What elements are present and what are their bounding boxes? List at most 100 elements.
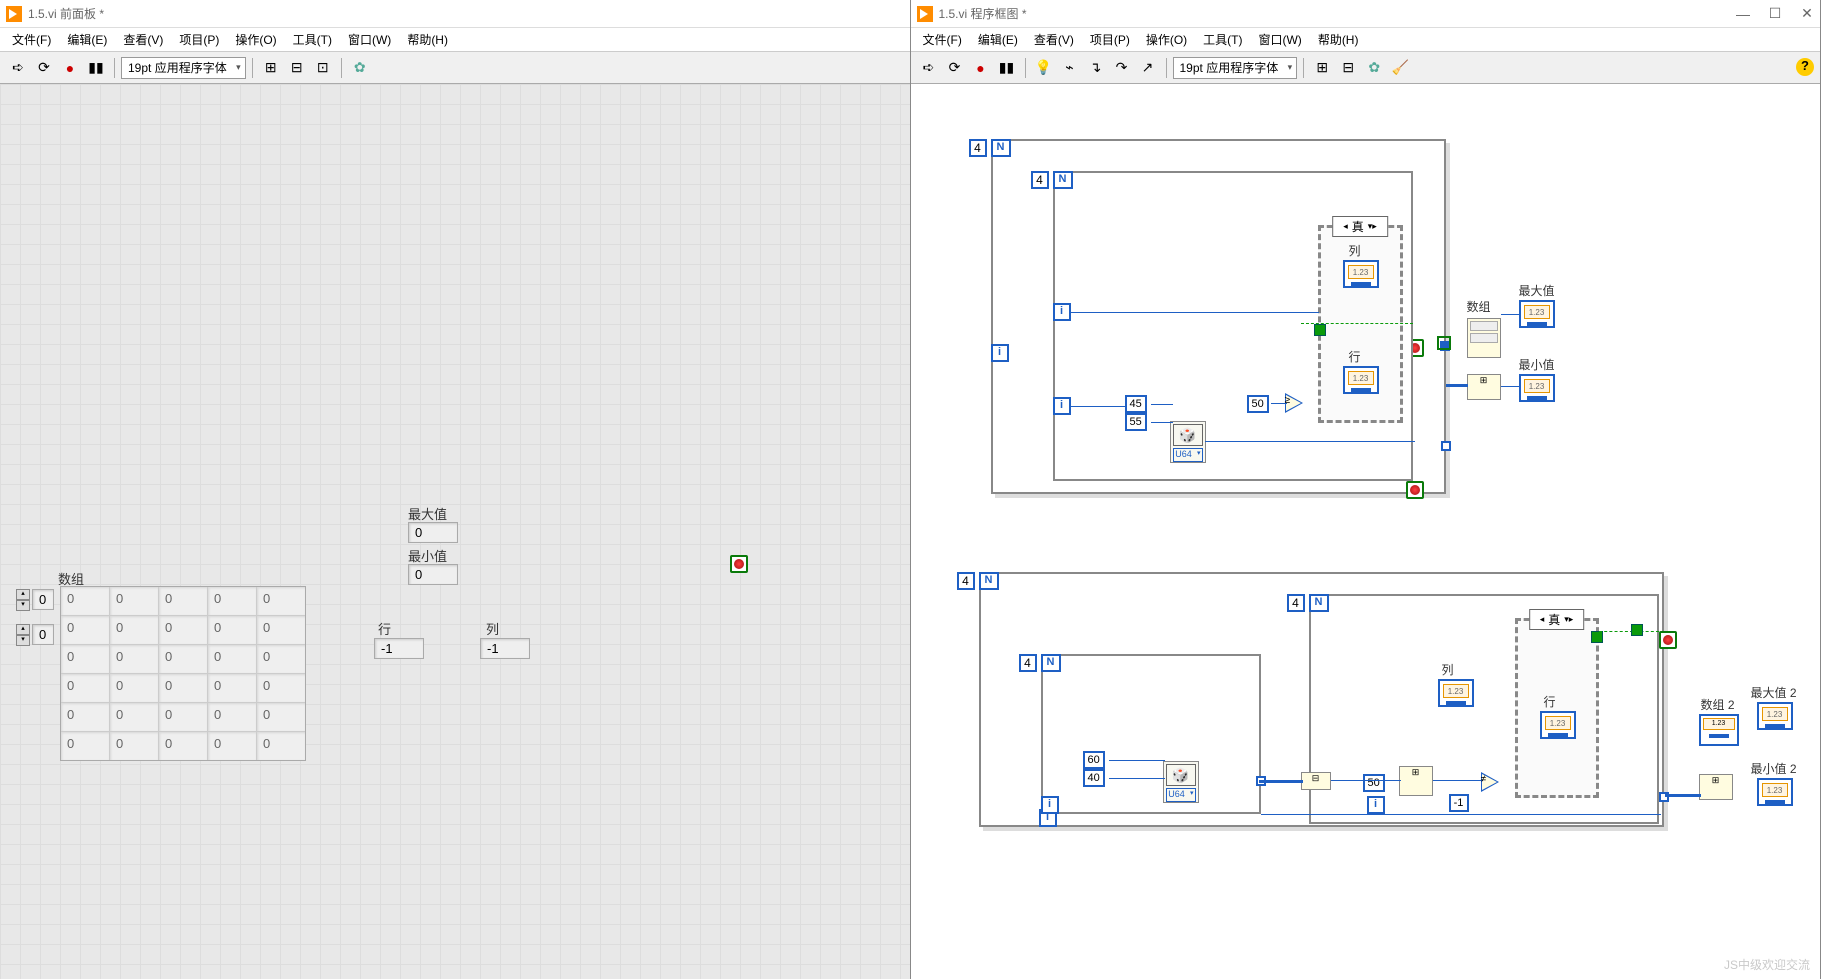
case-prev-icon[interactable]: ◂ bbox=[1540, 614, 1545, 625]
loop-i-terminal[interactable]: i bbox=[1053, 397, 1071, 415]
array-cell[interactable]: 0 bbox=[159, 732, 207, 760]
array-cell[interactable]: 0 bbox=[257, 587, 305, 615]
array-cell[interactable]: 0 bbox=[257, 645, 305, 673]
menu-help[interactable]: 帮助(H) bbox=[399, 28, 456, 51]
case-prev-icon[interactable]: ◂ bbox=[1343, 221, 1348, 232]
random-number-vi[interactable]: 🎲 U64 bbox=[1170, 421, 1206, 463]
step-out-icon[interactable]: ↗ bbox=[1136, 56, 1160, 80]
case-tunnel[interactable] bbox=[1591, 631, 1603, 643]
loop-n-const[interactable]: 4 bbox=[957, 572, 975, 590]
const-neg1[interactable]: -1 bbox=[1449, 794, 1469, 812]
min2-indicator[interactable]: 1.23 bbox=[1757, 778, 1793, 806]
case-structure-2[interactable]: ◂ 真 ▾▸ 列 1.23 行 1.23 bbox=[1515, 618, 1599, 798]
front-panel-canvas[interactable]: 数组 ▴▾ 0 ▴▾ 0 000000000000000000000000000… bbox=[0, 84, 910, 979]
min-indicator[interactable]: 1.23 bbox=[1519, 374, 1555, 402]
inner-for-loop-2[interactable]: N 4 i 60 40 🎲 U64 bbox=[1041, 654, 1261, 814]
index-0-input[interactable]: 0 bbox=[32, 589, 54, 610]
menu-file[interactable]: 文件(F) bbox=[915, 28, 970, 51]
const-40[interactable]: 40 bbox=[1083, 769, 1105, 787]
font-selector-left[interactable]: 19pt 应用程序字体 bbox=[121, 57, 246, 79]
run-continuous-icon[interactable]: ⟳ bbox=[943, 56, 967, 80]
loop-i-terminal[interactable]: i bbox=[1041, 796, 1059, 814]
select-vi[interactable]: ⊞ bbox=[1399, 766, 1433, 796]
array-cell[interactable]: 0 bbox=[61, 587, 109, 615]
outer-for-loop-2[interactable]: N 4 i N 4 N 4 i 60 40 bbox=[979, 572, 1664, 827]
array-cell[interactable]: 0 bbox=[159, 616, 207, 644]
array-cell[interactable]: 0 bbox=[110, 587, 158, 615]
cleanup-icon[interactable]: ✿ bbox=[1362, 56, 1386, 80]
abort-icon[interactable]: ● bbox=[58, 56, 82, 80]
case-next-icon[interactable]: ▾▸ bbox=[1368, 221, 1377, 232]
const-60[interactable]: 60 bbox=[1083, 751, 1105, 769]
array-cell[interactable]: 0 bbox=[208, 732, 256, 760]
index-spinner-0[interactable]: ▴▾ bbox=[16, 589, 30, 611]
array-cell[interactable]: 0 bbox=[61, 674, 109, 702]
array-cell[interactable]: 0 bbox=[208, 587, 256, 615]
run-continuous-icon[interactable]: ⟳ bbox=[32, 56, 56, 80]
align-icon[interactable]: ⊞ bbox=[1310, 56, 1334, 80]
const-50[interactable]: 50 bbox=[1247, 395, 1269, 413]
menu-project[interactable]: 项目(P) bbox=[171, 28, 227, 51]
run-icon[interactable]: ➪ bbox=[6, 56, 30, 80]
rand-type[interactable]: U64 bbox=[1166, 788, 1196, 802]
font-selector-right[interactable]: 19pt 应用程序字体 bbox=[1173, 57, 1298, 79]
reorder-icon[interactable]: ✿ bbox=[348, 56, 372, 80]
step-into-icon[interactable]: ↴ bbox=[1084, 56, 1108, 80]
max2-indicator[interactable]: 1.23 bbox=[1757, 702, 1793, 730]
menu-project[interactable]: 项目(P) bbox=[1082, 28, 1138, 51]
case-tunnel[interactable] bbox=[1314, 324, 1326, 336]
stop-condition[interactable] bbox=[1406, 481, 1424, 499]
const-55[interactable]: 55 bbox=[1125, 413, 1147, 431]
minmax-vi[interactable]: ⊞ bbox=[1467, 374, 1501, 400]
menu-file[interactable]: 文件(F) bbox=[4, 28, 59, 51]
array-cell[interactable]: 0 bbox=[159, 587, 207, 615]
autoindex-tunnel[interactable] bbox=[1441, 441, 1451, 451]
array2-indicator[interactable]: 1.23 bbox=[1699, 714, 1739, 746]
array-cell[interactable]: 0 bbox=[208, 703, 256, 731]
loop-n-const[interactable]: 4 bbox=[1031, 171, 1049, 189]
menu-edit[interactable]: 编辑(E) bbox=[59, 28, 115, 51]
menu-window[interactable]: 窗口(W) bbox=[340, 28, 399, 51]
loop-n-terminal[interactable]: N bbox=[1309, 594, 1329, 612]
array-cell[interactable]: 0 bbox=[61, 703, 109, 731]
case-selector[interactable]: ◂ 真 ▾▸ bbox=[1529, 609, 1585, 630]
retain-wire-icon[interactable]: ⌁ bbox=[1058, 56, 1082, 80]
close-icon[interactable]: ✕ bbox=[1800, 7, 1814, 21]
array-cell[interactable]: 0 bbox=[110, 616, 158, 644]
menu-edit[interactable]: 编辑(E) bbox=[970, 28, 1026, 51]
array-cell[interactable]: 0 bbox=[208, 645, 256, 673]
menu-window[interactable]: 窗口(W) bbox=[1250, 28, 1309, 51]
array-cell[interactable]: 0 bbox=[110, 645, 158, 673]
loop-n-terminal[interactable]: N bbox=[991, 139, 1011, 157]
loop-i-terminal[interactable]: i bbox=[1053, 303, 1071, 321]
case-structure-1[interactable]: ◂ 真 ▾▸ 列 1.23 行 1.23 bbox=[1318, 225, 1403, 423]
menu-tools[interactable]: 工具(T) bbox=[1195, 28, 1250, 51]
distribute-icon[interactable]: ⊟ bbox=[285, 56, 309, 80]
reorder-icon[interactable]: 🧹 bbox=[1388, 56, 1412, 80]
array-grid[interactable]: 000000000000000000000000000000 bbox=[60, 586, 306, 761]
distribute-icon[interactable]: ⊟ bbox=[1336, 56, 1360, 80]
const-45[interactable]: 45 bbox=[1125, 395, 1147, 413]
minimize-icon[interactable]: — bbox=[1736, 7, 1750, 21]
row-indicator[interactable]: 1.23 bbox=[1540, 711, 1576, 739]
max-indicator[interactable]: 1.23 bbox=[1519, 300, 1555, 328]
pause-icon[interactable]: ▮▮ bbox=[84, 56, 108, 80]
case-next-icon[interactable]: ▾▸ bbox=[1564, 614, 1573, 625]
menu-operate[interactable]: 操作(O) bbox=[1138, 28, 1195, 51]
index-spinner-1[interactable]: ▴▾ bbox=[16, 624, 30, 646]
bool-tunnel[interactable] bbox=[1631, 624, 1643, 636]
rand-type[interactable]: U64 bbox=[1173, 448, 1203, 462]
array-cell[interactable]: 0 bbox=[110, 732, 158, 760]
index-array-vi[interactable]: ⊟ bbox=[1301, 772, 1331, 790]
loop-i-terminal[interactable]: i bbox=[1367, 796, 1385, 814]
stop-condition[interactable] bbox=[1659, 631, 1677, 649]
array-cell[interactable]: 0 bbox=[208, 674, 256, 702]
menu-tools[interactable]: 工具(T) bbox=[285, 28, 340, 51]
loop-n-const[interactable]: 4 bbox=[1287, 594, 1305, 612]
outer-for-loop-1[interactable]: N 4 i N 4 i i 45 55 bbox=[991, 139, 1446, 494]
menu-operate[interactable]: 操作(O) bbox=[227, 28, 284, 51]
loop-n-terminal[interactable]: N bbox=[1041, 654, 1061, 672]
case-selector[interactable]: ◂ 真 ▾▸ bbox=[1332, 216, 1388, 237]
block-diagram-canvas[interactable]: N 4 i N 4 i i 45 55 bbox=[911, 84, 1821, 979]
loop-n-terminal[interactable]: N bbox=[979, 572, 999, 590]
